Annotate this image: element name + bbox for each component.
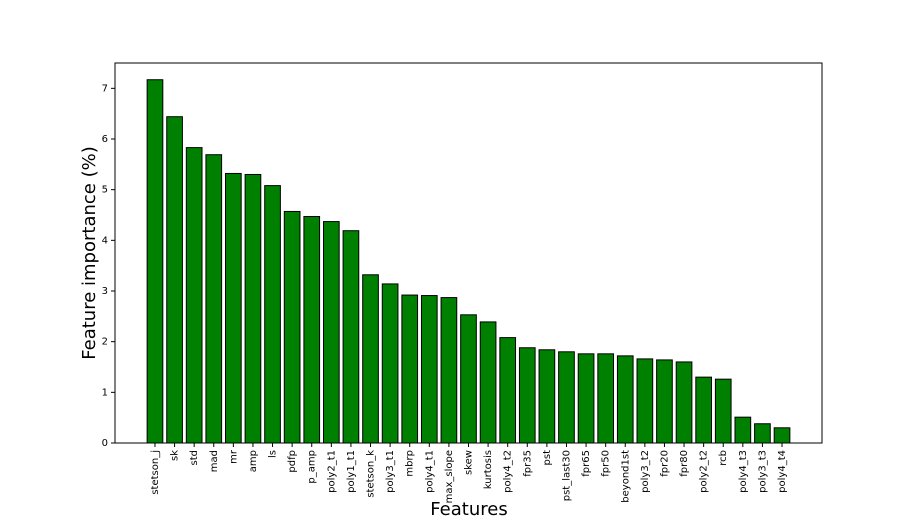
bar: [283, 210, 301, 444]
x-tick-label: stetson_k: [366, 450, 377, 498]
bar: [420, 295, 438, 444]
bar: [381, 283, 399, 444]
x-tick-label: rcb: [718, 450, 729, 466]
x-axis-title: Features: [430, 499, 507, 520]
bar: [401, 294, 419, 444]
x-tick-label: fpr50: [601, 450, 612, 477]
x-tick-label: fpr65: [581, 450, 592, 477]
x-tick-label: std: [189, 450, 200, 465]
bar: [558, 351, 575, 444]
bar: [362, 274, 379, 444]
bar: [734, 416, 752, 444]
x-tick-label: pdfp: [287, 450, 298, 473]
y-axis-title: Feature importance (%): [79, 146, 100, 359]
bar: [577, 353, 595, 444]
x-tick-label: poly1_t1: [346, 450, 357, 493]
bar: [754, 423, 771, 444]
x-tick-label: skew: [464, 450, 475, 475]
x-tick-label: poly3_t1: [385, 450, 396, 493]
bar: [322, 221, 340, 444]
x-tick-label: pst: [542, 450, 553, 466]
bar: [479, 321, 497, 444]
bar: [675, 361, 693, 444]
bar: [636, 358, 654, 444]
x-tick-label: kurtosis: [483, 450, 494, 489]
x-tick-label: poly4_t4: [777, 450, 788, 493]
bar: [773, 427, 791, 444]
bar: [440, 297, 458, 444]
x-tick-label: pst_last30: [561, 450, 572, 501]
y-tick-label: 2: [102, 337, 108, 348]
bar: [695, 376, 712, 444]
bar: [538, 349, 556, 444]
x-tick-label: fpr20: [659, 450, 670, 477]
bar: [616, 355, 634, 444]
bar: [499, 337, 517, 444]
bar: [597, 353, 615, 444]
x-tick-label: beyond1st: [620, 450, 631, 503]
bar: [518, 347, 536, 444]
bar: [714, 378, 732, 444]
bar: [244, 173, 262, 444]
x-tick-label: poly2_t2: [699, 450, 710, 493]
plot-frame: [114, 62, 823, 444]
y-tick-label: 3: [102, 286, 108, 297]
x-tick-label: fpr80: [679, 450, 690, 477]
bar: [185, 147, 203, 444]
x-tick-label: mbrp: [405, 450, 416, 477]
y-tick-label: 6: [102, 134, 108, 145]
bar: [656, 359, 673, 444]
x-tick-label: poly4_t2: [503, 450, 514, 493]
x-tick-label: mr: [228, 449, 239, 464]
bar: [460, 314, 477, 444]
x-tick-label: stetson_j: [150, 450, 161, 495]
x-tick-label: poly4_t3: [738, 450, 749, 493]
bar: [166, 116, 183, 444]
bar: [146, 79, 164, 444]
x-tick-label: ls: [268, 450, 279, 458]
x-tick-label: amp: [248, 450, 259, 472]
bar: [303, 216, 321, 444]
x-tick-label: poly2_t1: [326, 450, 337, 493]
y-tick-label: 0: [102, 438, 108, 449]
x-tick-label: poly4_t1: [424, 450, 435, 493]
x-tick-label: p_amp: [307, 450, 318, 484]
x-tick-label: max_slope: [444, 450, 455, 503]
bar: [264, 185, 281, 444]
x-tick-label: mad: [209, 450, 220, 472]
bar: [342, 230, 360, 444]
x-tick-label: sk: [170, 450, 181, 461]
bar: [225, 172, 242, 444]
x-tick-label: poly3_t2: [640, 450, 651, 493]
y-tick-label: 7: [102, 83, 108, 94]
bar: [205, 154, 223, 444]
x-tick-label: fpr35: [522, 450, 533, 477]
y-tick-label: 5: [102, 185, 108, 196]
y-tick-label: 4: [102, 235, 108, 246]
y-tick-label: 1: [102, 387, 108, 398]
x-tick-label: poly3_t3: [757, 450, 768, 493]
